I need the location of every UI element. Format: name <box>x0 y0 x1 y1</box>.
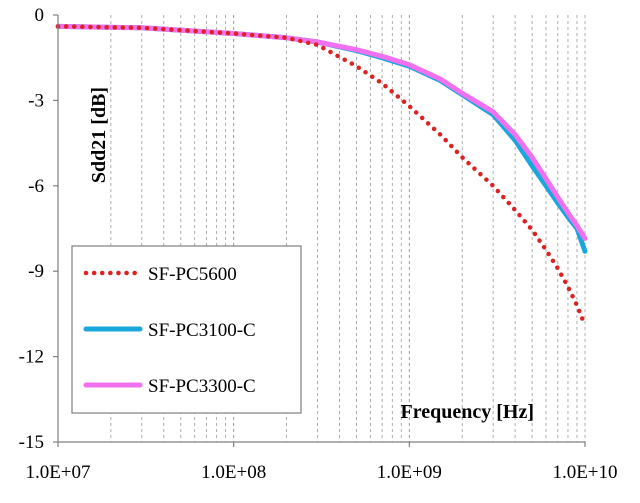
x-tick-label: 1.0E+10 <box>552 462 617 483</box>
y-tick-label: 0 <box>35 5 45 26</box>
legend-label-2: SF-PC3300-C <box>148 376 256 397</box>
legend-label-0: SF-PC5600 <box>148 264 237 285</box>
y-tick-label: -6 <box>28 176 44 197</box>
label-layer: 0 -3 -6 -9 -12 -15 1.0E+07 1.0E+08 1.0E+09 1.0E+1… <box>19 5 618 483</box>
x-axis-title: Frequency [Hz] <box>401 401 535 423</box>
y-tick-label: -12 <box>19 347 44 368</box>
legend: SF-PC5600 SF-PC3100-C SF-PC3300-C <box>71 245 302 414</box>
series-layer <box>55 23 588 328</box>
legend-label-1: SF-PC3100-C <box>148 320 256 341</box>
y-axis-title: Sdd21 [dB] <box>88 87 110 183</box>
series-line-1 <box>55 23 588 254</box>
x-tick-label: 1.0E+07 <box>25 462 90 483</box>
x-tick-label: 1.0E+08 <box>201 462 266 483</box>
y-tick-label: -3 <box>28 90 44 111</box>
y-tick-label: -15 <box>19 432 44 453</box>
axes-layer <box>53 14 586 447</box>
series-line-0 <box>55 24 588 328</box>
x-tick-label: 1.0E+09 <box>377 462 442 483</box>
y-tick-label: -9 <box>28 261 44 282</box>
